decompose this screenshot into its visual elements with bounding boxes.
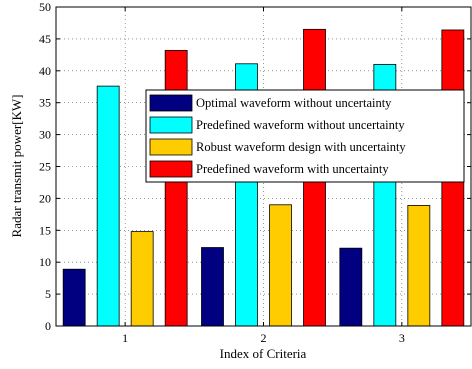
bar — [269, 204, 292, 327]
y-tick-label: 45 — [39, 32, 51, 46]
x-tick-label: 2 — [261, 331, 267, 345]
y-axis-ticks: 0 5 10 15 20 25 30 35 40 45 50 — [39, 0, 471, 333]
y-tick-label: 25 — [39, 160, 51, 174]
legend-swatch — [149, 160, 193, 178]
legend-box — [145, 89, 465, 183]
legend-label: Robust waveform design with uncertainty — [196, 140, 406, 154]
legend-label: Optimal waveform without uncertainty — [196, 96, 392, 110]
y-tick-label: 10 — [39, 255, 51, 269]
y-tick-label: 30 — [39, 128, 51, 142]
bar — [62, 268, 86, 327]
bar — [96, 85, 120, 327]
y-axis-label: Radar transmit power[KW] — [9, 95, 24, 238]
y-tick-label: 5 — [45, 287, 51, 301]
legend-swatch — [149, 116, 193, 134]
x-axis-label: Index of Criteria — [220, 346, 307, 361]
legend: Optimal waveform without uncertainty Pred… — [145, 89, 465, 183]
legend-label: Predefined waveform without uncertainty — [196, 118, 405, 132]
x-tick-label: 3 — [399, 331, 405, 345]
bar — [201, 247, 224, 327]
bar — [130, 231, 154, 327]
legend-label: Predefined waveform with uncertainty — [196, 162, 389, 176]
bar — [339, 247, 363, 327]
x-tick-label: 1 — [122, 331, 128, 345]
y-tick-label: 0 — [45, 319, 51, 333]
y-tick-label: 50 — [39, 0, 51, 14]
x-axis-ticks: 1 2 3 — [122, 7, 405, 345]
bar — [407, 205, 431, 327]
y-tick-label: 15 — [39, 223, 51, 237]
y-tick-label: 20 — [39, 191, 51, 205]
legend-swatch — [149, 94, 193, 112]
y-tick-label: 35 — [39, 96, 51, 110]
y-tick-label: 40 — [39, 64, 51, 78]
legend-swatch — [149, 138, 193, 156]
